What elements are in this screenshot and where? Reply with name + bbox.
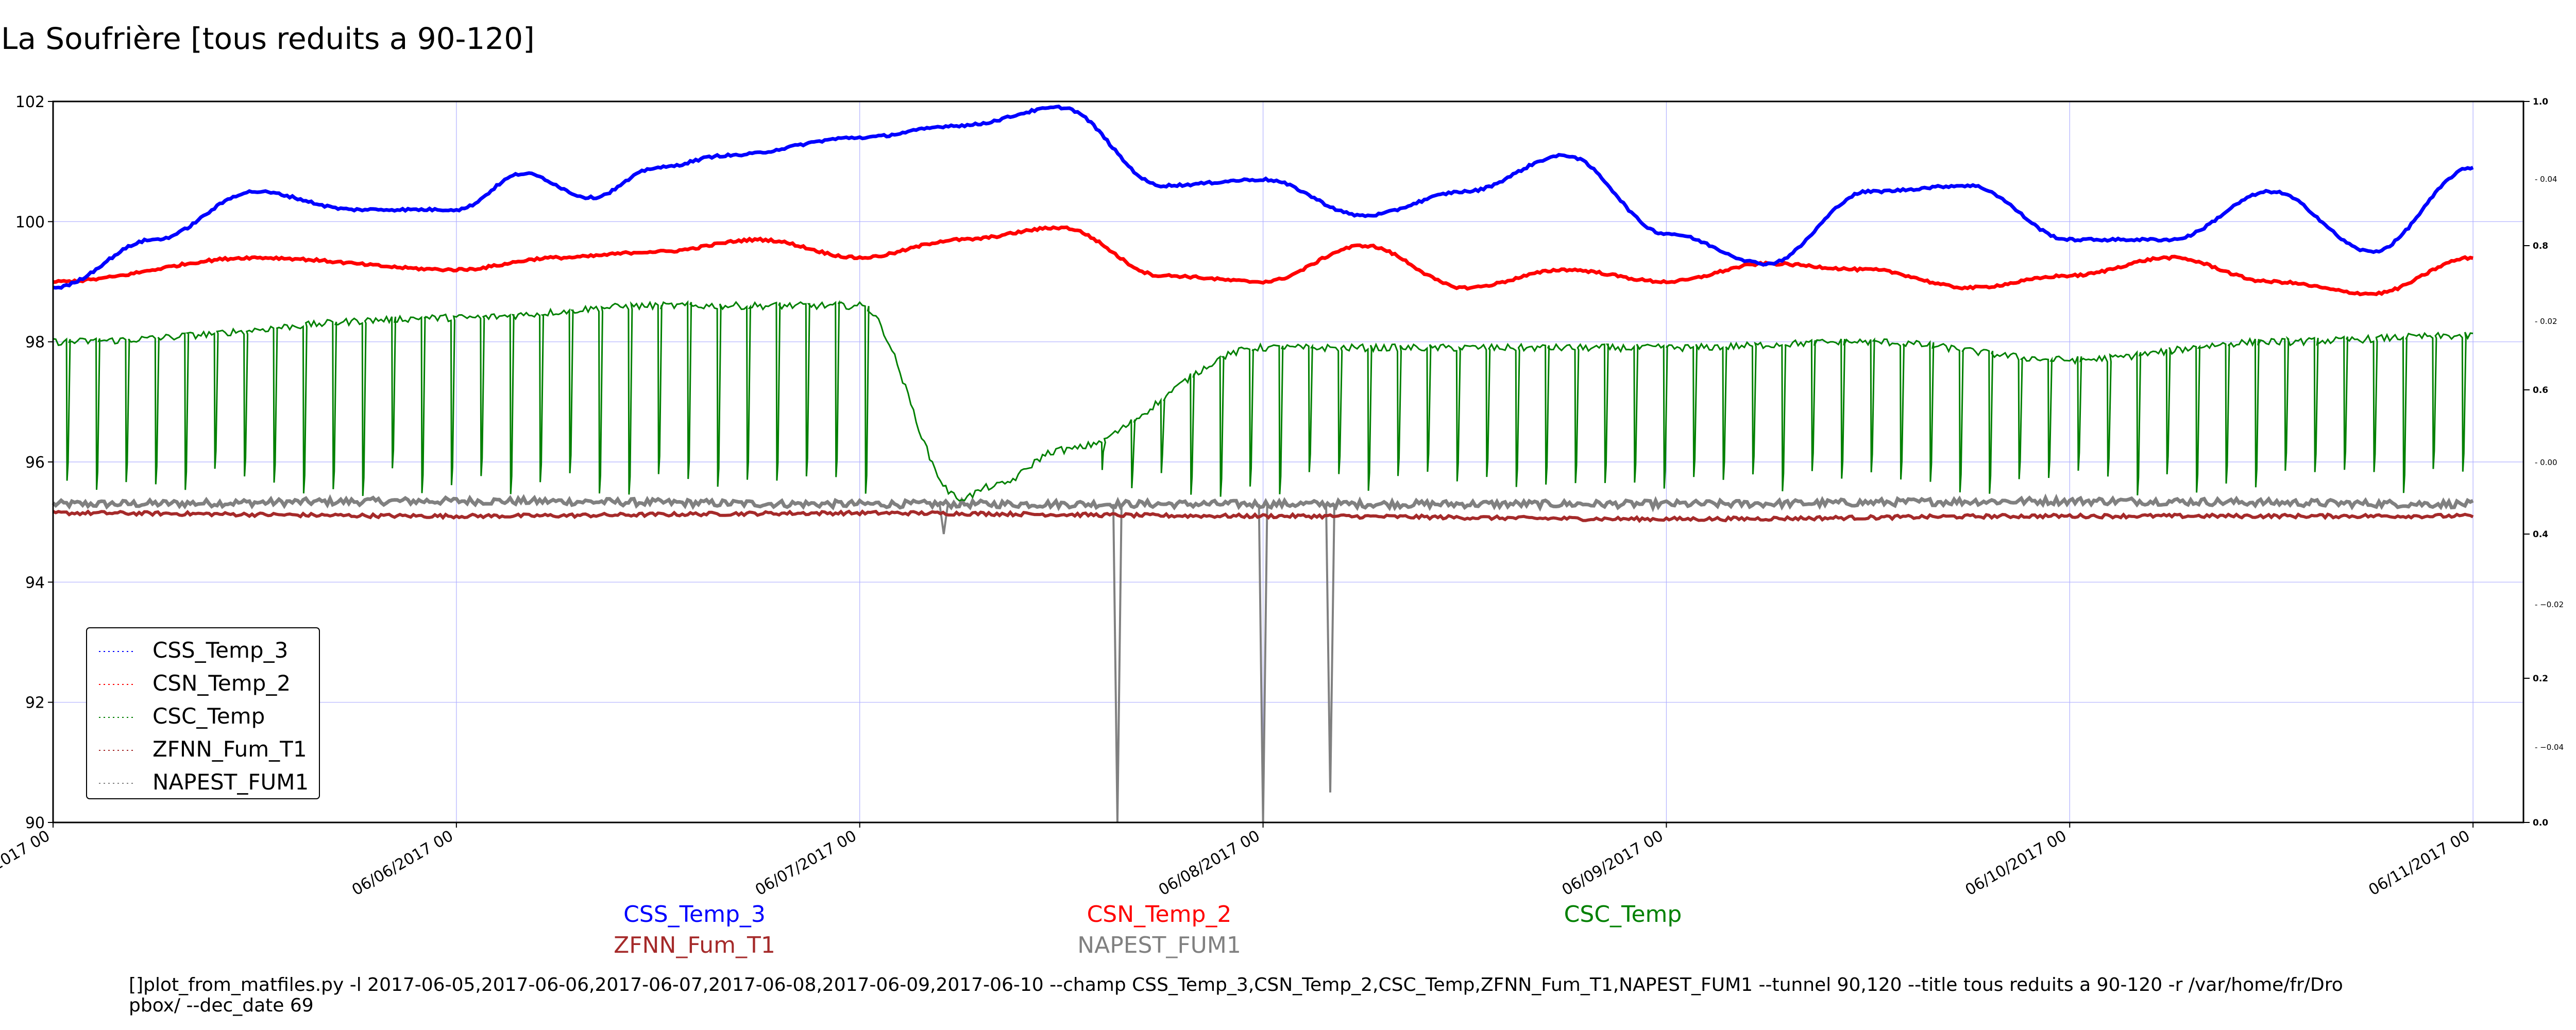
x-tick-label: 06/07/2017 00: [752, 827, 860, 900]
legend-label: ZFNN_Fum_T1: [152, 736, 307, 762]
right-tick-label-small: - −0.04: [2535, 743, 2564, 752]
y-tick-label: 94: [25, 574, 45, 592]
legend-label: CSS_Temp_3: [152, 638, 288, 663]
legend-label: NAPEST_FUM1: [152, 769, 309, 795]
napest-dip: [1325, 504, 1335, 793]
series-name-labels: CSS_Temp_3 CSN_Temp_2 CSC_Temp ZFNN_Fum_T1 N…: [614, 901, 1682, 958]
legend-label: CSN_Temp_2: [152, 671, 291, 696]
y-tick-label: 100: [15, 213, 45, 231]
legend: CSS_Temp_3 CSN_Temp_2 CSC_Temp ZFNN_Fum_T1 N…: [86, 627, 320, 799]
series-name-label: ZFNN_Fum_T1: [614, 932, 775, 958]
x-tick-label: 06/10/2017 00: [1962, 827, 2070, 900]
series-line-CSC_Temp: [53, 300, 2473, 502]
right-tick-label-small: - 0.02: [2535, 317, 2557, 326]
right-tick-label: 0.2: [2533, 674, 2548, 684]
right-tick-label: 0.0: [2533, 818, 2548, 828]
y-tick-label: 92: [25, 694, 45, 712]
series-name-label: CSS_Temp_3: [623, 901, 766, 928]
series-line-CSN_Temp_2: [53, 225, 2473, 297]
series-line-NAPEST_FUM1: [52, 493, 2474, 512]
right-tick-label: 0.6: [2533, 385, 2548, 396]
series-name-label: NAPEST_FUM1: [1077, 932, 1241, 958]
y-tick-label: 90: [25, 814, 45, 832]
x-tick-label: 06/08/2017 00: [1156, 827, 1263, 900]
series-CSN_Temp_2: [53, 225, 2473, 297]
x-axis: 06/05/2017 00 06/06/2017 00 06/07/2017 00 0…: [0, 822, 2474, 900]
y-axis: 90 92 94 96 98 100 102: [15, 93, 53, 832]
series-line-ZFNN_Fum_T1: [52, 509, 2474, 523]
command-text: []plot_from_matfiles.py -l 2017-06-05,20…: [129, 974, 2343, 1016]
x-tick-label: 06/11/2017 00: [2366, 827, 2473, 900]
series-name-label: CSC_Temp: [1564, 901, 1682, 928]
y-tick-label: 96: [25, 454, 45, 472]
right-axis: 0.0 0.2 0.4 0.6 0.8 1.0 - −0.04 - −0.02 - 0.00 - …: [2523, 97, 2564, 828]
y-tick-label: 98: [25, 334, 45, 352]
right-tick-label-small: - 0.04: [2535, 175, 2557, 184]
series-CSC_Temp: [53, 300, 2473, 502]
napest-dip: [938, 504, 949, 535]
right-tick-label-small: - 0.00: [2535, 458, 2557, 467]
series-layer: [52, 105, 2474, 823]
legend-label: CSC_Temp: [152, 703, 265, 729]
x-tick-label: 06/05/2017 00: [0, 827, 53, 900]
series-CSS_Temp_3: [53, 105, 2474, 290]
right-tick-label: 0.8: [2533, 241, 2548, 251]
series-line-CSS_Temp_3: [53, 105, 2474, 290]
right-tick-label-small: - −0.02: [2535, 600, 2564, 609]
y-tick-label: 102: [15, 93, 45, 111]
series-ZFNN_Fum_T1: [52, 509, 2474, 523]
right-tick-label: 0.4: [2533, 529, 2548, 540]
series-name-label: CSN_Temp_2: [1087, 901, 1232, 928]
right-tick-label: 1.0: [2533, 97, 2548, 107]
legend-box: [86, 627, 320, 799]
chart-title: La Soufrière [tous reduits a 90-120]: [1, 21, 535, 56]
napest-dip: [1112, 504, 1123, 823]
x-tick-label: 06/06/2017 00: [349, 827, 456, 900]
x-tick-label: 06/09/2017 00: [1559, 827, 1667, 900]
